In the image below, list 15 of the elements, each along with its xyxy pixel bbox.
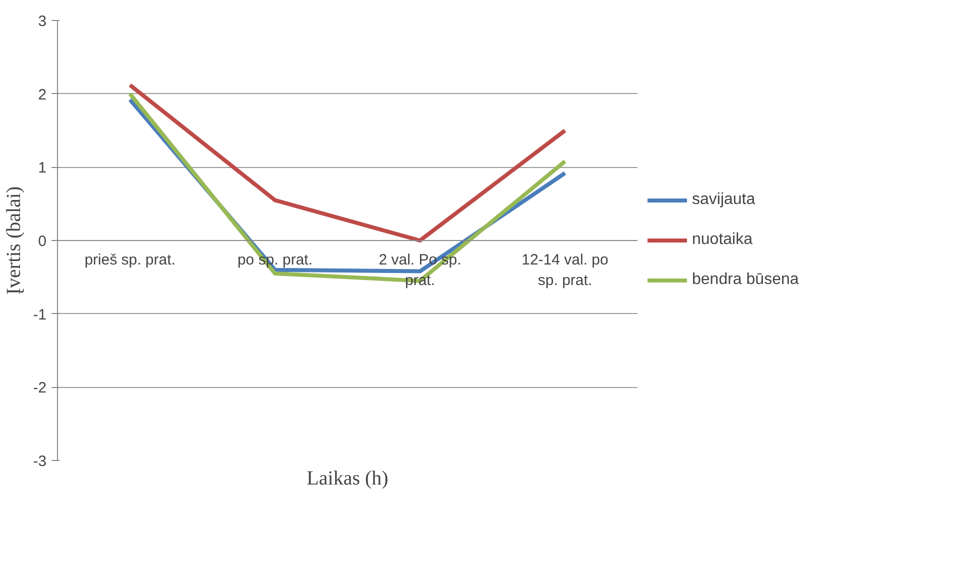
legend-label: savijauta — [692, 191, 756, 209]
y-tick-label: -3 — [33, 453, 47, 470]
line-series — [128, 83, 567, 242]
x-tick-label: prieš sp. prat. — [84, 252, 176, 268]
y-axis-title: Įvertis (balai) — [3, 186, 26, 295]
y-tick-label: 2 — [38, 86, 46, 104]
legend-label: nuotaika — [692, 231, 752, 249]
legend-label: bendra būsena — [692, 271, 799, 289]
x-tick-label: 12-14 val. po sp. prat. — [522, 252, 608, 289]
y-tick-label: 3 — [38, 13, 46, 30]
y-tick-label: -1 — [33, 306, 47, 324]
y-tick-label: -2 — [33, 380, 47, 397]
y-tick-label: 0 — [38, 233, 46, 250]
y-tick-label: 1 — [38, 160, 46, 177]
x-axis-title: Laikas (h) — [306, 468, 388, 490]
